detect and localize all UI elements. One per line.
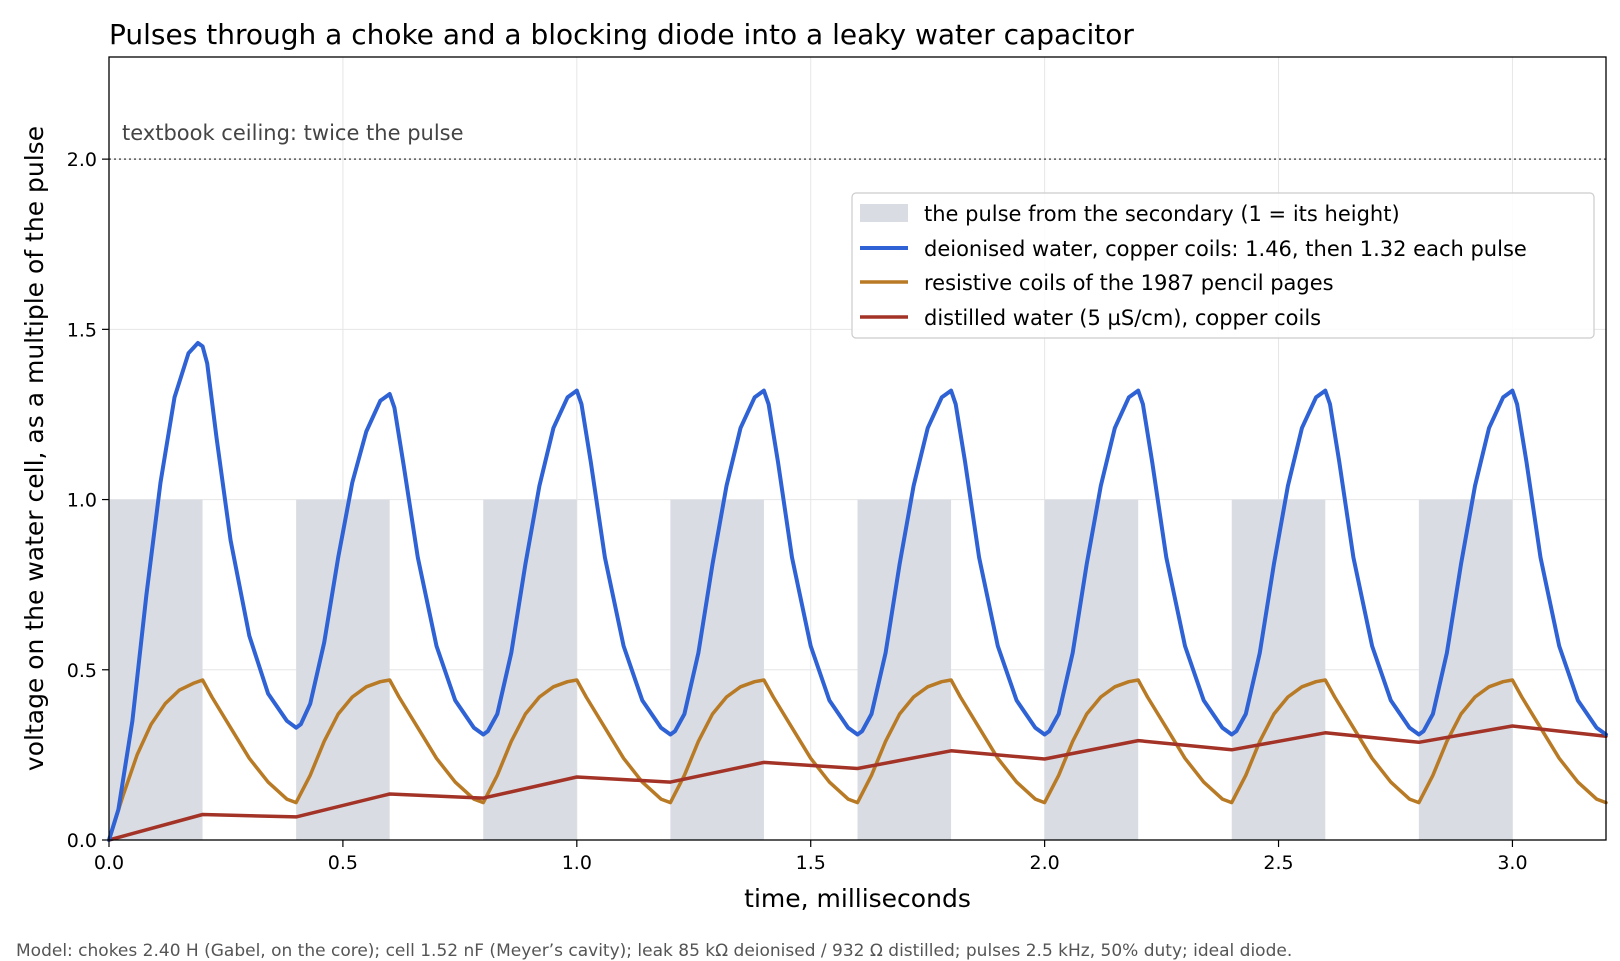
x-tick-label-5: 2.5 (1263, 852, 1293, 874)
y-tick-label-1: 0.5 (67, 660, 97, 682)
pulse-bar-0 (109, 499, 203, 840)
x-tick-label-0: 0.0 (94, 852, 124, 874)
ceiling-label: textbook ceiling: twice the pulse (122, 121, 464, 145)
chart-title: Pulses through a choke and a blocking di… (109, 18, 1134, 51)
x-tick-label-1: 0.5 (328, 852, 358, 874)
series-lines (107, 341, 1608, 842)
y-axis-label: voltage on the water cell, as a multiple… (20, 126, 49, 771)
ceiling-line-group: textbook ceiling: twice the pulse (109, 121, 1606, 160)
legend-swatch-pulse (860, 204, 908, 222)
x-tick-label-4: 2.0 (1030, 852, 1060, 874)
x-tick-label-6: 3.0 (1497, 852, 1527, 874)
y-tick-label-2: 1.0 (67, 490, 97, 512)
pulse-bar-6 (1231, 499, 1326, 840)
pulse-bar-7 (1418, 499, 1513, 840)
legend: the pulse from the secondary (1 = its he… (851, 192, 1595, 339)
series-line-1 (107, 678, 1608, 842)
legend-label-2: distilled water (5 µS/cm), copper coils (924, 306, 1321, 330)
x-tick-label-2: 1.0 (562, 852, 592, 874)
chart: Pulses through a choke and a blocking di… (20, 18, 1608, 913)
pulse-bar-4 (857, 499, 952, 840)
series-line-0 (107, 341, 1608, 842)
y-tick-label-0: 0.0 (67, 830, 97, 852)
x-tick-label-3: 1.5 (796, 852, 826, 874)
model-footnote: Model: chokes 2.40 H (Gabel, on the core… (16, 941, 1293, 961)
legend-label-pulse: the pulse from the secondary (1 = its he… (924, 202, 1400, 226)
y-tick-label-3: 1.5 (67, 319, 97, 341)
x-axis: 0.0 0.5 1.0 1.5 2.0 2.5 3.0 (94, 840, 1528, 874)
legend-label-1: resistive coils of the 1987 pencil pages (924, 271, 1334, 295)
plot-area: textbook ceiling: twice the pulse (107, 56, 1608, 842)
y-tick-label-4: 2.0 (67, 149, 97, 171)
pulse-bar-1 (296, 499, 390, 840)
pulse-bar-2 (483, 499, 577, 840)
pulse-bar-5 (1044, 499, 1139, 840)
plot-frame (108, 56, 1607, 841)
pulse-bars (109, 499, 1513, 840)
legend-label-0: deionised water, copper coils: 1.46, the… (924, 237, 1527, 261)
x-axis-label: time, milliseconds (744, 884, 971, 913)
legend-box (851, 192, 1595, 339)
pulse-bar-3 (670, 499, 764, 840)
y-axis: 0.0 0.5 1.0 1.5 2.0 (67, 149, 109, 852)
series-line-2 (107, 724, 1608, 842)
